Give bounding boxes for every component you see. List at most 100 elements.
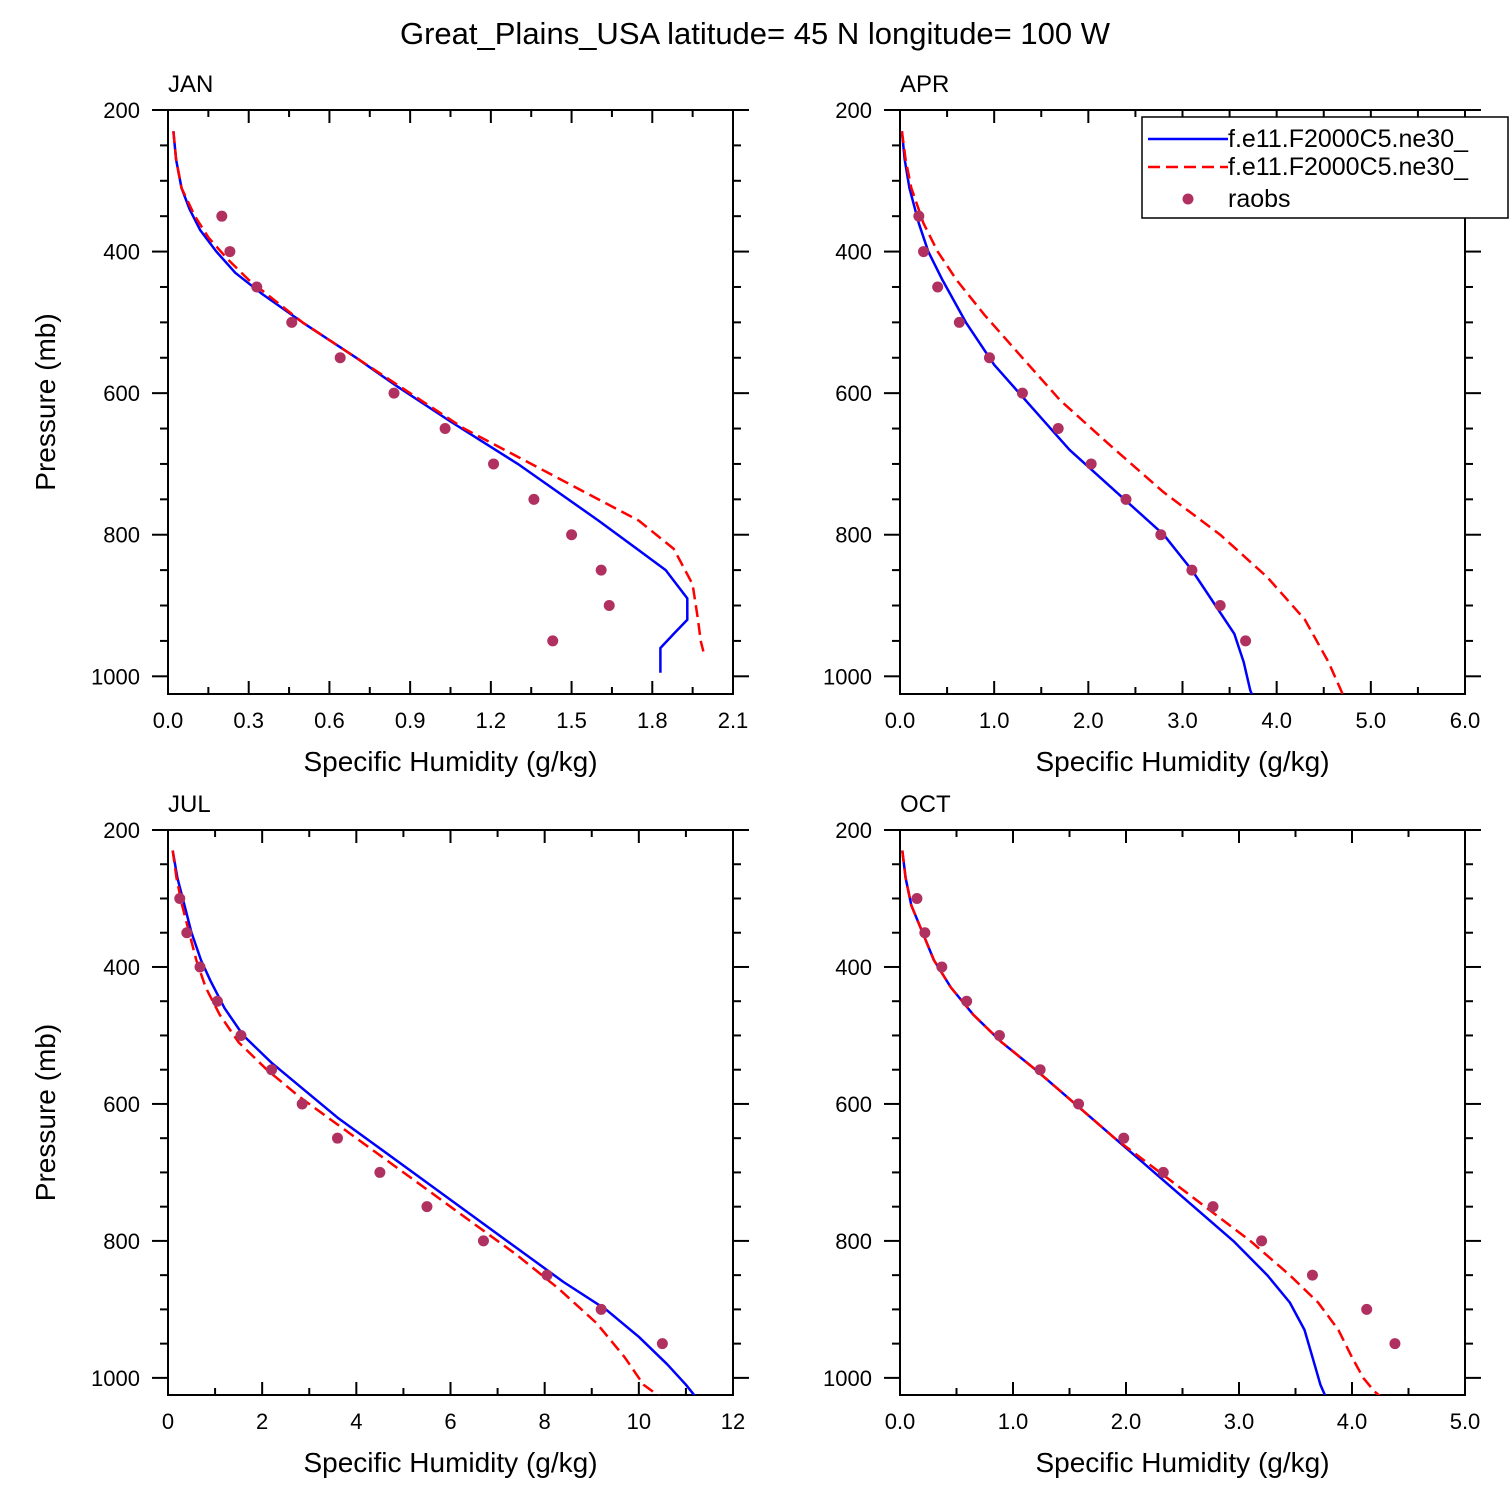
x-tick-label: 2.0	[1073, 708, 1104, 733]
raobs-point	[286, 316, 298, 328]
raobs-point	[1034, 1064, 1046, 1076]
raobs-point	[1389, 1338, 1401, 1350]
x-tick-label: 4.0	[1337, 1409, 1368, 1434]
raobs-point	[528, 493, 540, 505]
x-tick-label: 0.0	[153, 708, 184, 733]
y-tick-label: 400	[103, 240, 140, 265]
series-group-jan	[172, 131, 705, 673]
panel-title-oct: OCT	[900, 791, 951, 818]
panel-title-jul: JUL	[168, 791, 211, 818]
panel-title-jan: JAN	[168, 71, 213, 98]
raobs-point	[595, 564, 607, 576]
raobs-point	[374, 1166, 386, 1178]
raobs-point	[181, 927, 193, 939]
raobs-point	[983, 352, 995, 364]
raobs-point	[547, 635, 559, 647]
y-tick-label: 600	[835, 1092, 872, 1117]
raobs-point	[332, 1132, 343, 1144]
raobs-point	[388, 387, 400, 399]
x-tick-label: 1.5	[556, 708, 587, 733]
x-tick-label: 0.6	[314, 708, 345, 733]
panel-jan: JAN 0.0 0.3 0.6 0.9 1.2 1.5 1.8 2.1 200 400 600 800 1…	[30, 71, 749, 777]
raobs-point	[1186, 564, 1198, 576]
y-tick-label: 800	[835, 1229, 872, 1254]
x-tick-label: 0.3	[233, 708, 264, 733]
raobs-point	[174, 892, 186, 904]
model-line-dashed	[900, 131, 1344, 694]
raobs-point	[224, 246, 236, 258]
plot-frame-jan	[167, 109, 734, 695]
x-axis-label-apr: Specific Humidity (g/kg)	[1035, 746, 1329, 777]
raobs-point	[911, 892, 923, 904]
raobs-point	[266, 1064, 278, 1076]
raobs-point	[1120, 493, 1132, 505]
raobs-point	[932, 281, 944, 293]
panels: JAN 0.0 0.3 0.6 0.9 1.2 1.5 1.8 2.1 200 400 600 800 1…	[30, 71, 1509, 1478]
x-tick-label: 3.0	[1224, 1409, 1255, 1434]
raobs-point	[251, 281, 263, 293]
legend-label: f.e11.F2000C5.ne30_	[1228, 153, 1469, 181]
legend-label: f.e11.F2000C5.ne30_	[1228, 125, 1469, 153]
x-tick-label: 1.2	[476, 708, 507, 733]
x-tick-label: 6	[444, 1409, 456, 1434]
model-line-solid	[901, 850, 1327, 1395]
raobs-point	[488, 458, 500, 470]
x-tick-label: 2.1	[718, 708, 749, 733]
raobs-point	[216, 210, 228, 222]
x-tick-label: 1.8	[637, 708, 668, 733]
y-tick-label: 800	[103, 1229, 140, 1254]
x-tick-label: 2	[256, 1409, 268, 1434]
raobs-point	[211, 995, 223, 1007]
plot-frame-oct	[899, 829, 1466, 1396]
raobs-point	[1240, 635, 1252, 647]
raobs-point	[1306, 1269, 1318, 1281]
x-tick-label: 5.0	[1356, 708, 1387, 733]
x-tick-label: 0.0	[885, 1409, 916, 1434]
x-tick-label: 1.0	[998, 1409, 1029, 1434]
y-tick-label: 400	[835, 240, 872, 265]
raobs-point	[993, 1029, 1005, 1041]
x-tick-label: 4.0	[1261, 708, 1292, 733]
raobs-point	[1118, 1132, 1130, 1144]
raobs-point	[961, 995, 973, 1007]
raobs-point	[1207, 1201, 1219, 1213]
y-tick-label: 600	[103, 1092, 140, 1117]
x-tick-label: 10	[627, 1409, 651, 1434]
raobs-point	[1157, 1166, 1169, 1178]
y-tick-label: 400	[103, 955, 140, 980]
model-line-solid	[172, 131, 689, 673]
x-tick-label: 2.0	[1111, 1409, 1142, 1434]
y-tick-label: 800	[103, 523, 140, 548]
figure-title: Great_Plains_USA latitude= 45 N longitud…	[400, 16, 1111, 51]
y-tick-label: 400	[835, 955, 872, 980]
y-tick-label: 1000	[823, 664, 872, 689]
x-tick-label: 1.0	[979, 708, 1010, 733]
raobs-point	[235, 1029, 247, 1041]
y-tick-label: 200	[103, 98, 140, 123]
series-group-jul	[171, 850, 696, 1395]
y-tick-label: 200	[103, 818, 140, 843]
series-group-apr	[900, 131, 1344, 694]
x-tick-label: 0.0	[885, 708, 916, 733]
panel-jul: JUL 0 2 4 6 8 10 12 200 400 600 800 1000 Specific Hum…	[30, 791, 749, 1478]
y-tick-label: 200	[835, 818, 872, 843]
x-tick-label: 8	[539, 1409, 551, 1434]
x-axis-label-jan: Specific Humidity (g/kg)	[303, 746, 597, 777]
y-tick-label: 800	[835, 523, 872, 548]
model-line-dashed	[901, 850, 1381, 1395]
raobs-point	[603, 600, 615, 612]
raobs-point	[1085, 458, 1097, 470]
y-axis-label-jan: Pressure (mb)	[30, 313, 61, 490]
raobs-point	[541, 1269, 553, 1281]
x-tick-label: 6.0	[1450, 708, 1481, 733]
x-tick-label: 3.0	[1167, 708, 1198, 733]
y-tick-label: 200	[835, 98, 872, 123]
raobs-point	[1155, 529, 1167, 541]
x-tick-label: 4	[350, 1409, 362, 1434]
x-tick-label: 12	[721, 1409, 745, 1434]
panel-apr: APR 0.0 1.0 2.0 3.0 4.0 5.0 6.0 200 400 600 800 1000…	[823, 71, 1481, 777]
raobs-point	[1256, 1235, 1268, 1247]
raobs-point	[194, 961, 206, 973]
y-axis-label-jul: Pressure (mb)	[30, 1024, 61, 1201]
y-tick-label: 600	[835, 381, 872, 406]
